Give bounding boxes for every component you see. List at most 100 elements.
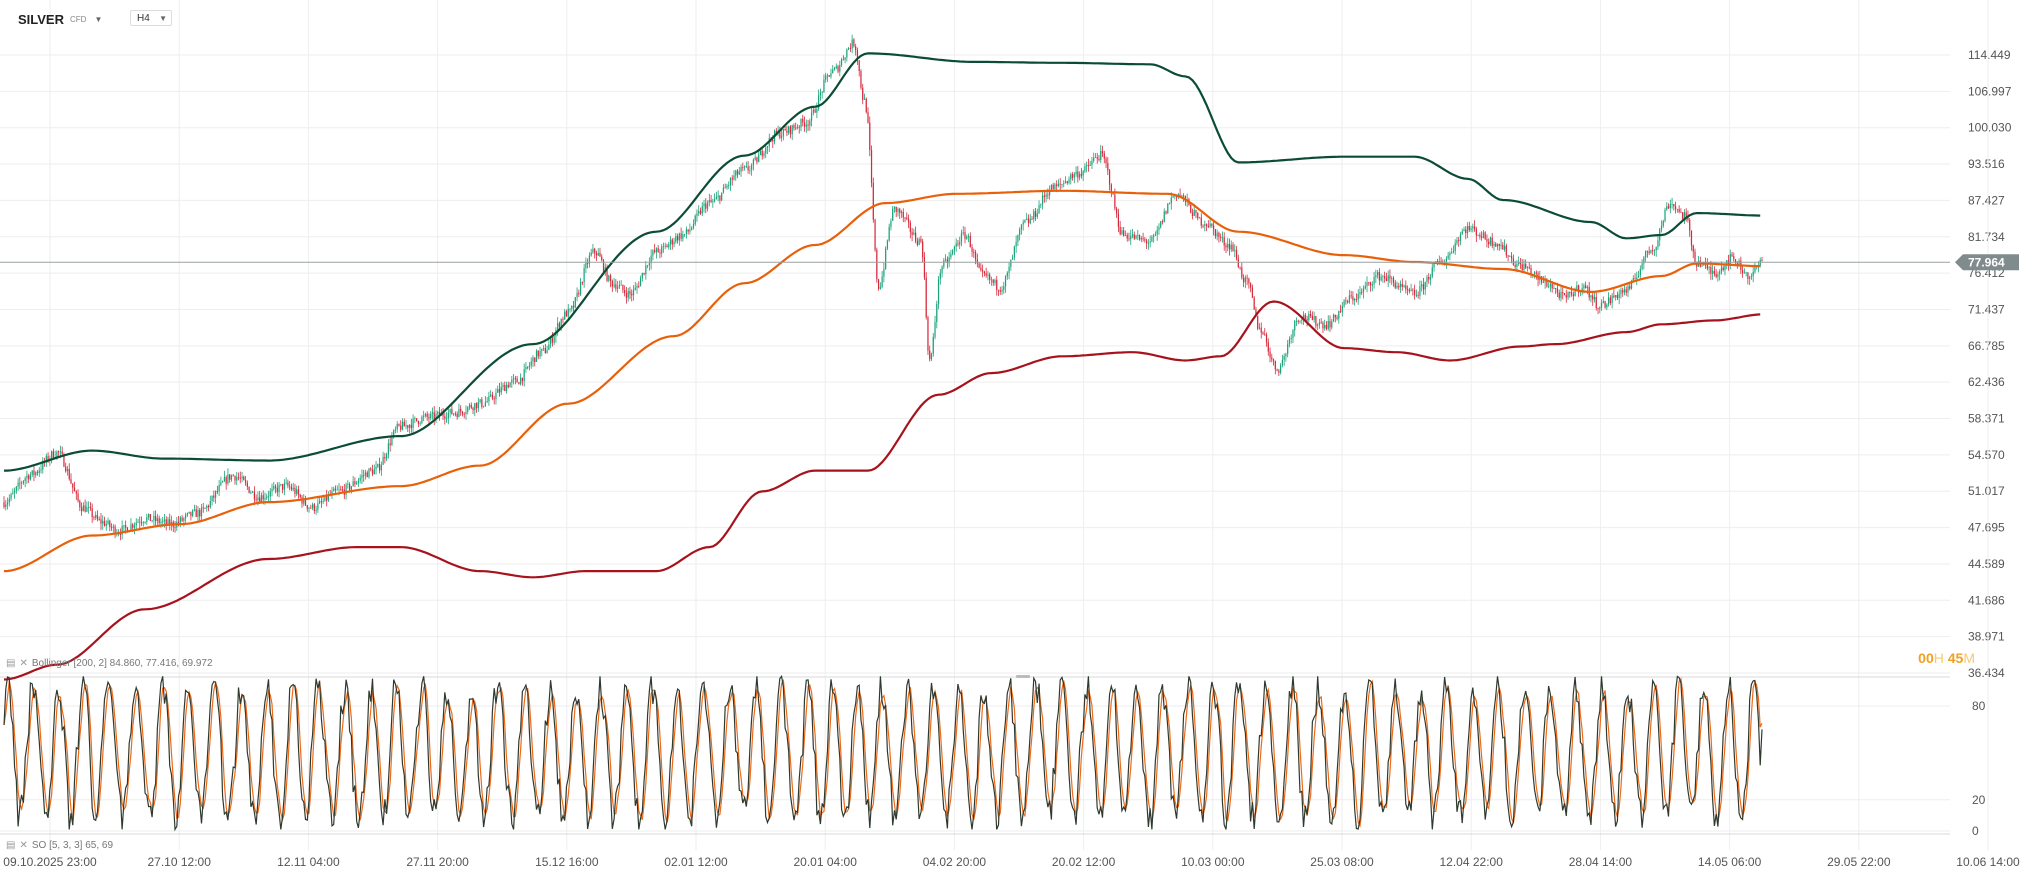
candle-body (1242, 277, 1245, 283)
candle-body (1200, 217, 1202, 226)
indicator-settings-icon[interactable]: ▤ (6, 658, 16, 669)
candle-body (886, 240, 889, 249)
candle-body (142, 522, 144, 524)
symbol-header[interactable]: SILVER CFD ▼ (18, 10, 102, 28)
candle-body (1459, 234, 1462, 241)
candle-body (451, 408, 453, 415)
symbol-dropdown-icon[interactable]: ▼ (94, 14, 103, 24)
price-tick-label: 47.695 (1968, 521, 2005, 535)
candle-body (1325, 325, 1328, 329)
candle-body (1317, 324, 1319, 326)
timeframe-select[interactable]: H4 ▼ (130, 10, 172, 26)
candle-body (1320, 322, 1322, 324)
candle-body (1368, 282, 1370, 284)
candle-body (1738, 260, 1740, 267)
candle-body (262, 495, 264, 500)
candle-body (324, 495, 326, 502)
candle-body (745, 166, 747, 168)
candle-body (449, 408, 451, 413)
candle-body (375, 466, 377, 470)
timeframe-chevron-down-icon[interactable]: ▼ (159, 13, 167, 23)
bollinger-legend[interactable]: ▤ ✕ Bollinger [200, 2] 84.860, 77.416, 6… (6, 658, 213, 669)
candle-body (911, 231, 913, 235)
candle-body (401, 421, 404, 430)
candle-body (437, 411, 439, 415)
candle-body (791, 125, 793, 135)
stoch-close-icon[interactable]: ✕ (19, 840, 28, 851)
candle-body (1315, 316, 1317, 326)
candle-body (273, 486, 275, 489)
candle-body (1297, 320, 1299, 322)
candle-body (659, 252, 661, 254)
candle-body (641, 273, 643, 279)
stoch-settings-icon[interactable]: ▤ (6, 840, 16, 851)
candle-body (1331, 321, 1333, 328)
candle-body (260, 495, 263, 502)
price-tick-label: 106.997 (1968, 84, 2012, 98)
candle-body (925, 277, 927, 318)
candle-body (1038, 205, 1040, 214)
candle-body (922, 241, 924, 258)
candle-body (1398, 285, 1400, 288)
candle-body (595, 252, 598, 256)
price-tick-label: 44.589 (1968, 557, 2005, 571)
candle-body (943, 260, 945, 267)
candle-body (327, 494, 330, 501)
candle-body (341, 489, 344, 491)
candle-body (477, 402, 479, 409)
candle-body (1660, 226, 1663, 230)
candle-body (58, 451, 60, 453)
candle-body (292, 487, 294, 490)
candle-body (1130, 235, 1132, 240)
candle-body (1355, 298, 1358, 300)
candle-body (1481, 236, 1483, 238)
stoch-tick-label: 20 (1972, 793, 1986, 807)
candle-body (308, 507, 310, 509)
candle-body (916, 240, 919, 245)
candle-body (1241, 267, 1243, 278)
candle-body (65, 466, 67, 472)
candle-body (715, 197, 717, 200)
symbol-name[interactable]: SILVER (18, 11, 64, 27)
candle-body (1653, 250, 1656, 252)
candle-body (1161, 221, 1164, 223)
candle-body (1375, 275, 1377, 277)
candle-body (15, 486, 17, 491)
candle-body (758, 154, 760, 163)
candle-body (126, 527, 129, 533)
candle-body (371, 469, 374, 475)
candle-body (303, 498, 305, 504)
candle-body (80, 507, 83, 512)
panel-resize-handle[interactable] (1016, 675, 1030, 678)
candle-body (1581, 288, 1583, 292)
candle-body (1033, 211, 1035, 220)
candle-body (989, 274, 991, 280)
candle-body (206, 505, 208, 509)
candle-body (1512, 258, 1514, 265)
candle-body (1528, 267, 1530, 269)
candle-body (1138, 234, 1141, 240)
candle-body (384, 456, 386, 459)
candle-body (657, 248, 659, 253)
candle-body (1309, 314, 1312, 316)
candle-body (1655, 247, 1657, 251)
candle-body (382, 456, 384, 465)
candle-body (800, 118, 802, 128)
candle-body (50, 451, 53, 459)
candle-body (1003, 286, 1005, 290)
candle-body (38, 470, 40, 473)
candle-body (1223, 237, 1225, 246)
indicator-close-icon[interactable]: ✕ (19, 658, 28, 669)
candle-body (980, 267, 982, 271)
candle-body (511, 379, 513, 383)
candle-body (444, 416, 446, 419)
candle-body (913, 232, 915, 235)
candle-body (620, 284, 622, 286)
candle-body (765, 147, 767, 154)
candle-body (1477, 234, 1479, 236)
candle-body (410, 424, 412, 429)
stochastic-legend[interactable]: ▤ ✕ SO [5, 3, 3] 65, 69 (6, 840, 113, 851)
candle-body (185, 514, 187, 519)
current-price-tag[interactable] (1955, 254, 2019, 271)
